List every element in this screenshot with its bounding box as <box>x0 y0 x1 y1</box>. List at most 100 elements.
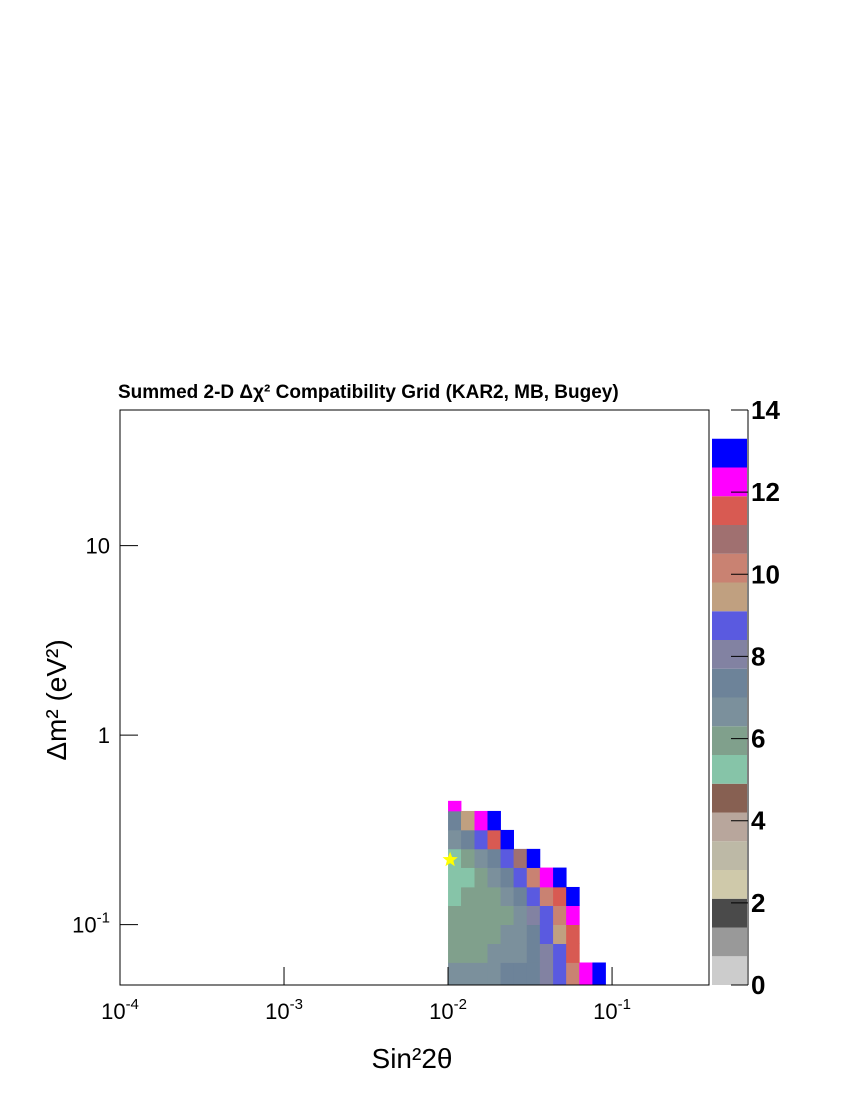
heatmap-cell <box>513 924 528 944</box>
heatmap-cell <box>513 886 528 906</box>
colorbar-box <box>712 870 747 899</box>
heatmap-cell <box>487 962 501 986</box>
heatmap-cell <box>448 800 462 812</box>
heatmap-cell <box>487 905 501 926</box>
heatmap-cell <box>474 886 488 906</box>
heatmap-cell <box>579 962 593 986</box>
heatmap-cell <box>500 829 514 850</box>
heatmap-cell <box>566 905 580 926</box>
heatmap-cell <box>461 886 475 906</box>
tick-exponent: -1 <box>618 996 631 1013</box>
colorbar-box <box>712 726 747 755</box>
heatmap-cell <box>500 867 514 888</box>
heatmap-cell <box>461 829 475 850</box>
tick-label: 10-1 <box>593 996 631 1024</box>
chart-title: Summed 2-D Δχ² Compatibility Grid (KAR2,… <box>118 382 619 403</box>
colorbar-tick-label: 14 <box>751 395 780 425</box>
heatmap-cell <box>526 924 541 944</box>
heatmap-cell <box>474 924 488 944</box>
heatmap-cell <box>539 962 554 986</box>
colorbar-box <box>712 755 747 784</box>
colorbar-tick-label: 10 <box>751 559 780 589</box>
heatmap-cell <box>461 848 475 868</box>
heatmap-cell <box>448 886 462 906</box>
heatmap-cell <box>526 886 541 906</box>
heatmap-cell <box>553 867 567 888</box>
heatmap-cell <box>566 924 580 944</box>
heatmap-cell <box>500 886 514 906</box>
heatmap-cell <box>461 810 475 831</box>
colorbar-box <box>712 812 747 842</box>
heatmap-cell <box>553 962 567 986</box>
tick-base: 10 <box>593 999 617 1024</box>
heatmap-cell <box>487 829 501 850</box>
heatmap-cell <box>448 943 462 963</box>
heatmap-cell <box>487 848 501 868</box>
heatmap-cell <box>500 962 514 986</box>
heatmap-cell <box>474 829 488 850</box>
tick-label: 10-3 <box>265 996 303 1024</box>
y-axis-label: Δm² (eV²) <box>41 639 72 760</box>
heatmap-cell <box>448 905 462 926</box>
heatmap-cell <box>487 924 501 944</box>
heatmap-cell <box>553 943 567 963</box>
x-axis-label: Sin²2θ <box>372 1043 453 1074</box>
colorbar-box <box>712 898 747 928</box>
colorbar-box <box>712 697 747 727</box>
colorbar-tick-label: 12 <box>751 477 780 507</box>
colorbar-tick-label: 2 <box>751 888 765 918</box>
heatmap <box>448 800 606 986</box>
heatmap-cell <box>566 886 580 906</box>
plot-frame <box>119 409 710 986</box>
heatmap-cell <box>500 905 514 926</box>
heatmap-cell <box>566 943 580 963</box>
colorbar-box <box>712 553 747 583</box>
tick-label: 1 <box>98 723 110 748</box>
heatmap-cell <box>513 962 528 986</box>
heatmap-cell <box>513 848 528 868</box>
colorbar-box <box>712 438 747 468</box>
heatmap-cell <box>487 867 501 888</box>
heatmap-cell <box>513 943 528 963</box>
heatmap-cell <box>539 867 554 888</box>
heatmap-cell <box>500 848 514 868</box>
heatmap-cell <box>566 962 580 986</box>
colorbar-box <box>712 668 747 698</box>
heatmap-cell <box>526 962 541 986</box>
heatmap-cell <box>553 905 567 926</box>
colorbar-tick-label: 0 <box>751 970 765 1000</box>
heatmap-cell <box>539 886 554 906</box>
tick-exponent: -4 <box>126 996 139 1013</box>
colorbar-box <box>712 841 747 870</box>
heatmap-cell <box>526 848 541 868</box>
heatmap-cell <box>553 886 567 906</box>
heatmap-cell <box>461 943 475 963</box>
heatmap-cell <box>526 943 541 963</box>
colorbar-box <box>712 783 747 813</box>
heatmap-cell <box>461 867 475 888</box>
heatmap-cell <box>539 905 554 926</box>
heatmap-cell <box>474 962 488 986</box>
heatmap-cell <box>461 924 475 944</box>
colorbar-tick-label: 8 <box>751 641 765 671</box>
heatmap-cell <box>448 810 462 831</box>
heatmap-cell <box>526 905 541 926</box>
tick-label: 10-4 <box>101 996 139 1024</box>
colorbar-box <box>712 467 747 497</box>
colorbar-box <box>712 927 747 957</box>
heatmap-cell <box>448 924 462 944</box>
heatmap-cell <box>513 867 528 888</box>
heatmap-cell <box>448 867 462 888</box>
heatmap-cell <box>474 848 488 868</box>
colorbar-box <box>712 496 747 525</box>
heatmap-cell <box>474 943 488 963</box>
tick-exponent: -1 <box>97 910 110 927</box>
heatmap-cell <box>592 962 606 986</box>
heatmap-cell <box>553 924 567 944</box>
heatmap-cell <box>500 943 514 963</box>
colorbar-box <box>712 956 747 985</box>
best-fit-marker <box>442 851 458 867</box>
